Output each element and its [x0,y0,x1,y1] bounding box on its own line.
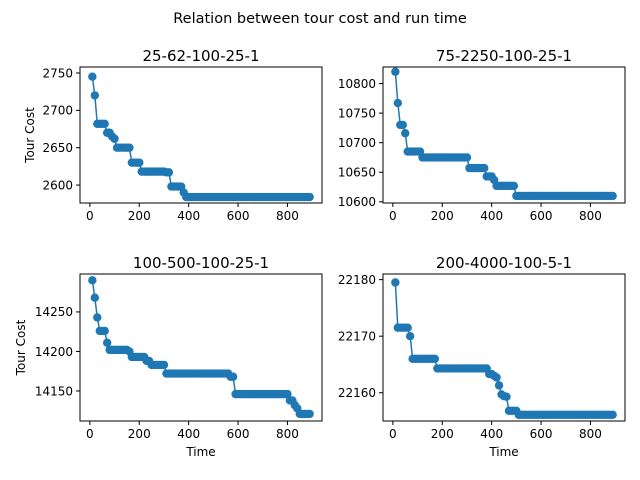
y-tick-label: 10700 [338,136,376,150]
data-point [430,354,440,364]
subplot-title: 75-2250-100-25-1 [436,47,572,65]
series-line [91,76,310,198]
y-tick-label: 10600 [338,195,376,209]
data-point [88,276,97,285]
x-tick-label: 400 [480,209,503,223]
data-point [494,381,504,390]
x-tick-label: 200 [128,427,151,441]
data-point [608,410,617,419]
data-point [405,331,415,341]
subplot-title: 25-62-100-25-1 [142,47,259,65]
y-tick-label: 14200 [35,345,73,359]
data-point [283,389,292,399]
x-tick-label: 600 [530,427,553,441]
subplot-title: 100-500-100-25-1 [133,254,269,272]
series-markers [88,72,314,202]
x-tick-label: 800 [579,427,602,441]
series-line [394,71,613,197]
x-tick-label: 800 [276,427,299,441]
series-markers [88,276,314,419]
data-point [492,373,501,382]
subplot-title: 200-4000-100-5-1 [436,254,572,272]
series-markers [391,67,617,201]
subplot-3: 100-500-100-25-1 0 200 400 600 800 14150 14200 1… [14,254,323,459]
y-axis-label: Tour Cost [14,319,28,376]
y-tick-label: 2650 [42,141,73,155]
figure-title: Relation between tour cost and run time [173,11,467,27]
data-point [393,98,403,108]
x-tick-label: 800 [276,209,299,223]
y-tick-label: 2600 [42,178,73,192]
y-tick-label: 22180 [338,273,376,287]
data-point [608,191,617,201]
x-axis-label: Time [185,445,215,459]
series-markers [391,278,617,419]
x-tick-label: 400 [177,427,200,441]
x-tick-label: 600 [530,209,553,223]
data-point [480,163,489,173]
y-tick-label: 22170 [338,329,376,343]
data-point [462,153,472,162]
data-point [509,181,519,191]
data-point [305,192,314,202]
y-tick-label: 2750 [42,66,73,80]
data-point [100,326,109,336]
data-point [398,120,407,130]
axes-frame [382,66,626,204]
x-tick-label: 600 [227,209,250,223]
x-tick-label: 0 [389,209,397,223]
data-point [90,293,100,302]
x-axis-label: Time [488,445,518,459]
x-tick-label: 200 [431,427,454,441]
data-point [110,134,119,143]
data-point [100,119,109,128]
data-point [391,67,400,76]
data-point [159,360,169,370]
y-axis-label: Tour Cost [23,107,37,164]
x-tick-label: 400 [177,209,200,223]
x-tick-label: 800 [579,209,602,223]
y-tick-label: 14150 [35,384,73,398]
data-point [403,323,412,332]
y-tick-label: 14250 [35,305,73,319]
subplot-2: 75-2250-100-25-1 0 200 400 600 800 10600 10650 1… [338,47,626,223]
subplot-4: 200-4000-100-5-1 0 200 400 600 800 22160 22170 2… [338,254,626,459]
x-tick-label: 200 [128,209,151,223]
y-tick-label: 2700 [42,104,73,118]
x-tick-label: 600 [227,427,250,441]
y-tick-label: 22160 [338,386,376,400]
data-point [228,372,238,381]
x-tick-label: 400 [480,427,503,441]
data-point [391,278,400,287]
axes-frame [79,66,323,204]
data-point [305,409,314,419]
data-point [102,338,112,347]
data-point [401,129,410,138]
x-tick-label: 0 [86,427,94,441]
y-tick-label: 10800 [338,77,376,91]
data-point [125,143,134,152]
data-point [88,72,97,81]
x-tick-label: 0 [389,427,397,441]
subplots: 25-62-100-25-1 0 200 400 600 800 2600 2650 2700 2… [14,47,626,459]
data-point [164,168,174,177]
x-tick-label: 0 [86,209,94,223]
data-point [135,158,144,167]
subplot-1: 25-62-100-25-1 0 200 400 600 800 2600 2650 2700 2… [23,47,323,223]
axes-frame [79,273,323,422]
axes-frame [382,273,626,422]
y-tick-label: 10750 [338,106,376,120]
data-point [93,313,102,322]
y-tick-label: 10650 [338,166,376,180]
data-point [90,91,100,100]
x-tick-label: 200 [431,209,454,223]
data-point [502,392,511,401]
